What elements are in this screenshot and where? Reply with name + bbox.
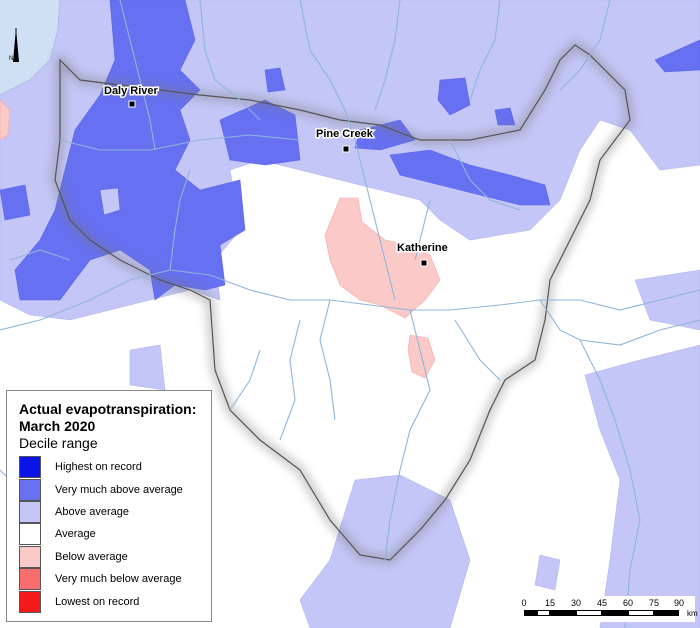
legend-label: Above average xyxy=(55,505,129,518)
legend-subtitle: Decile range xyxy=(19,435,98,451)
north-arrow-icon: N xyxy=(9,28,19,62)
map-legend: Actual evapotranspiration: March 2020 De… xyxy=(6,390,212,622)
legend-swatch xyxy=(19,456,41,479)
town-marker xyxy=(420,259,428,267)
legend-row-average: Average xyxy=(19,523,201,546)
scale-segment xyxy=(602,610,628,616)
legend-title-line1: Actual evapotranspiration: xyxy=(19,401,197,417)
scale-tick: 15 xyxy=(544,598,556,608)
town-marker xyxy=(128,100,136,108)
legend-label: Very much below average xyxy=(55,573,182,586)
town-label-pine-creek: Pine Creek xyxy=(316,128,374,140)
legend-swatch xyxy=(19,590,41,613)
scale-tick: 30 xyxy=(570,598,582,608)
north-arrow-label: N xyxy=(9,56,13,62)
town-marker xyxy=(342,145,350,153)
scale-tick: 0 xyxy=(521,598,527,608)
scale-segment xyxy=(654,610,679,616)
legend-row-above: Above average xyxy=(19,500,201,523)
scale-tick: 45 xyxy=(596,598,608,608)
town-pine-creek: Pine Creek xyxy=(315,127,375,153)
scale-segment xyxy=(576,610,602,616)
scale-segment xyxy=(628,610,654,616)
scale-tick: 60 xyxy=(622,598,634,608)
legend-swatch xyxy=(19,568,41,591)
scale-tick: 90 xyxy=(673,598,685,608)
catchment-boundary xyxy=(54,44,631,561)
legend-row-very-much-below: Very much below average xyxy=(19,568,201,591)
town-daly-river: Daly River xyxy=(103,84,160,108)
scale-segment xyxy=(524,610,537,616)
legend-row-very-much-above: Very much above average xyxy=(19,478,201,501)
scale-segment xyxy=(537,610,550,616)
legend-row-below: Below average xyxy=(19,545,201,568)
scale-segment xyxy=(550,610,576,616)
legend-swatch xyxy=(19,545,41,568)
legend-label: Very much above average xyxy=(55,483,183,496)
legend-label: Below average xyxy=(55,550,128,563)
town-label-katherine: Katherine xyxy=(397,242,448,254)
legend-swatch xyxy=(19,500,41,523)
legend-title-line2: March 2020 xyxy=(19,418,96,434)
legend-swatch xyxy=(19,478,41,501)
scale-unit: km xyxy=(687,609,698,618)
legend-rows: Highest on record Very much above averag… xyxy=(19,456,201,613)
legend-row-highest: Highest on record xyxy=(19,456,201,479)
town-label-daly-river: Daly River xyxy=(104,85,159,97)
scale-bar: 0 15 30 45 60 75 90 km xyxy=(517,596,698,622)
legend-label: Highest on record xyxy=(55,461,142,474)
legend-swatch xyxy=(19,523,41,546)
legend-label: Lowest on record xyxy=(55,595,140,608)
sea-area xyxy=(0,0,60,95)
town-katherine: Katherine xyxy=(396,241,449,267)
scale-tick: 75 xyxy=(648,598,660,608)
legend-label: Average xyxy=(55,528,96,541)
legend-row-lowest: Lowest on record xyxy=(19,590,201,613)
